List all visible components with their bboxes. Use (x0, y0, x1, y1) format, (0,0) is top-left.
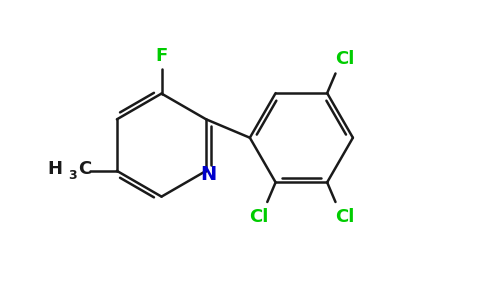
Text: C: C (78, 160, 92, 178)
Text: 3: 3 (68, 169, 76, 182)
Text: H: H (47, 160, 62, 178)
Text: N: N (200, 165, 217, 184)
Text: Cl: Cl (334, 50, 354, 68)
Text: F: F (155, 47, 167, 65)
Text: Cl: Cl (249, 208, 268, 226)
Text: Cl: Cl (334, 208, 354, 226)
